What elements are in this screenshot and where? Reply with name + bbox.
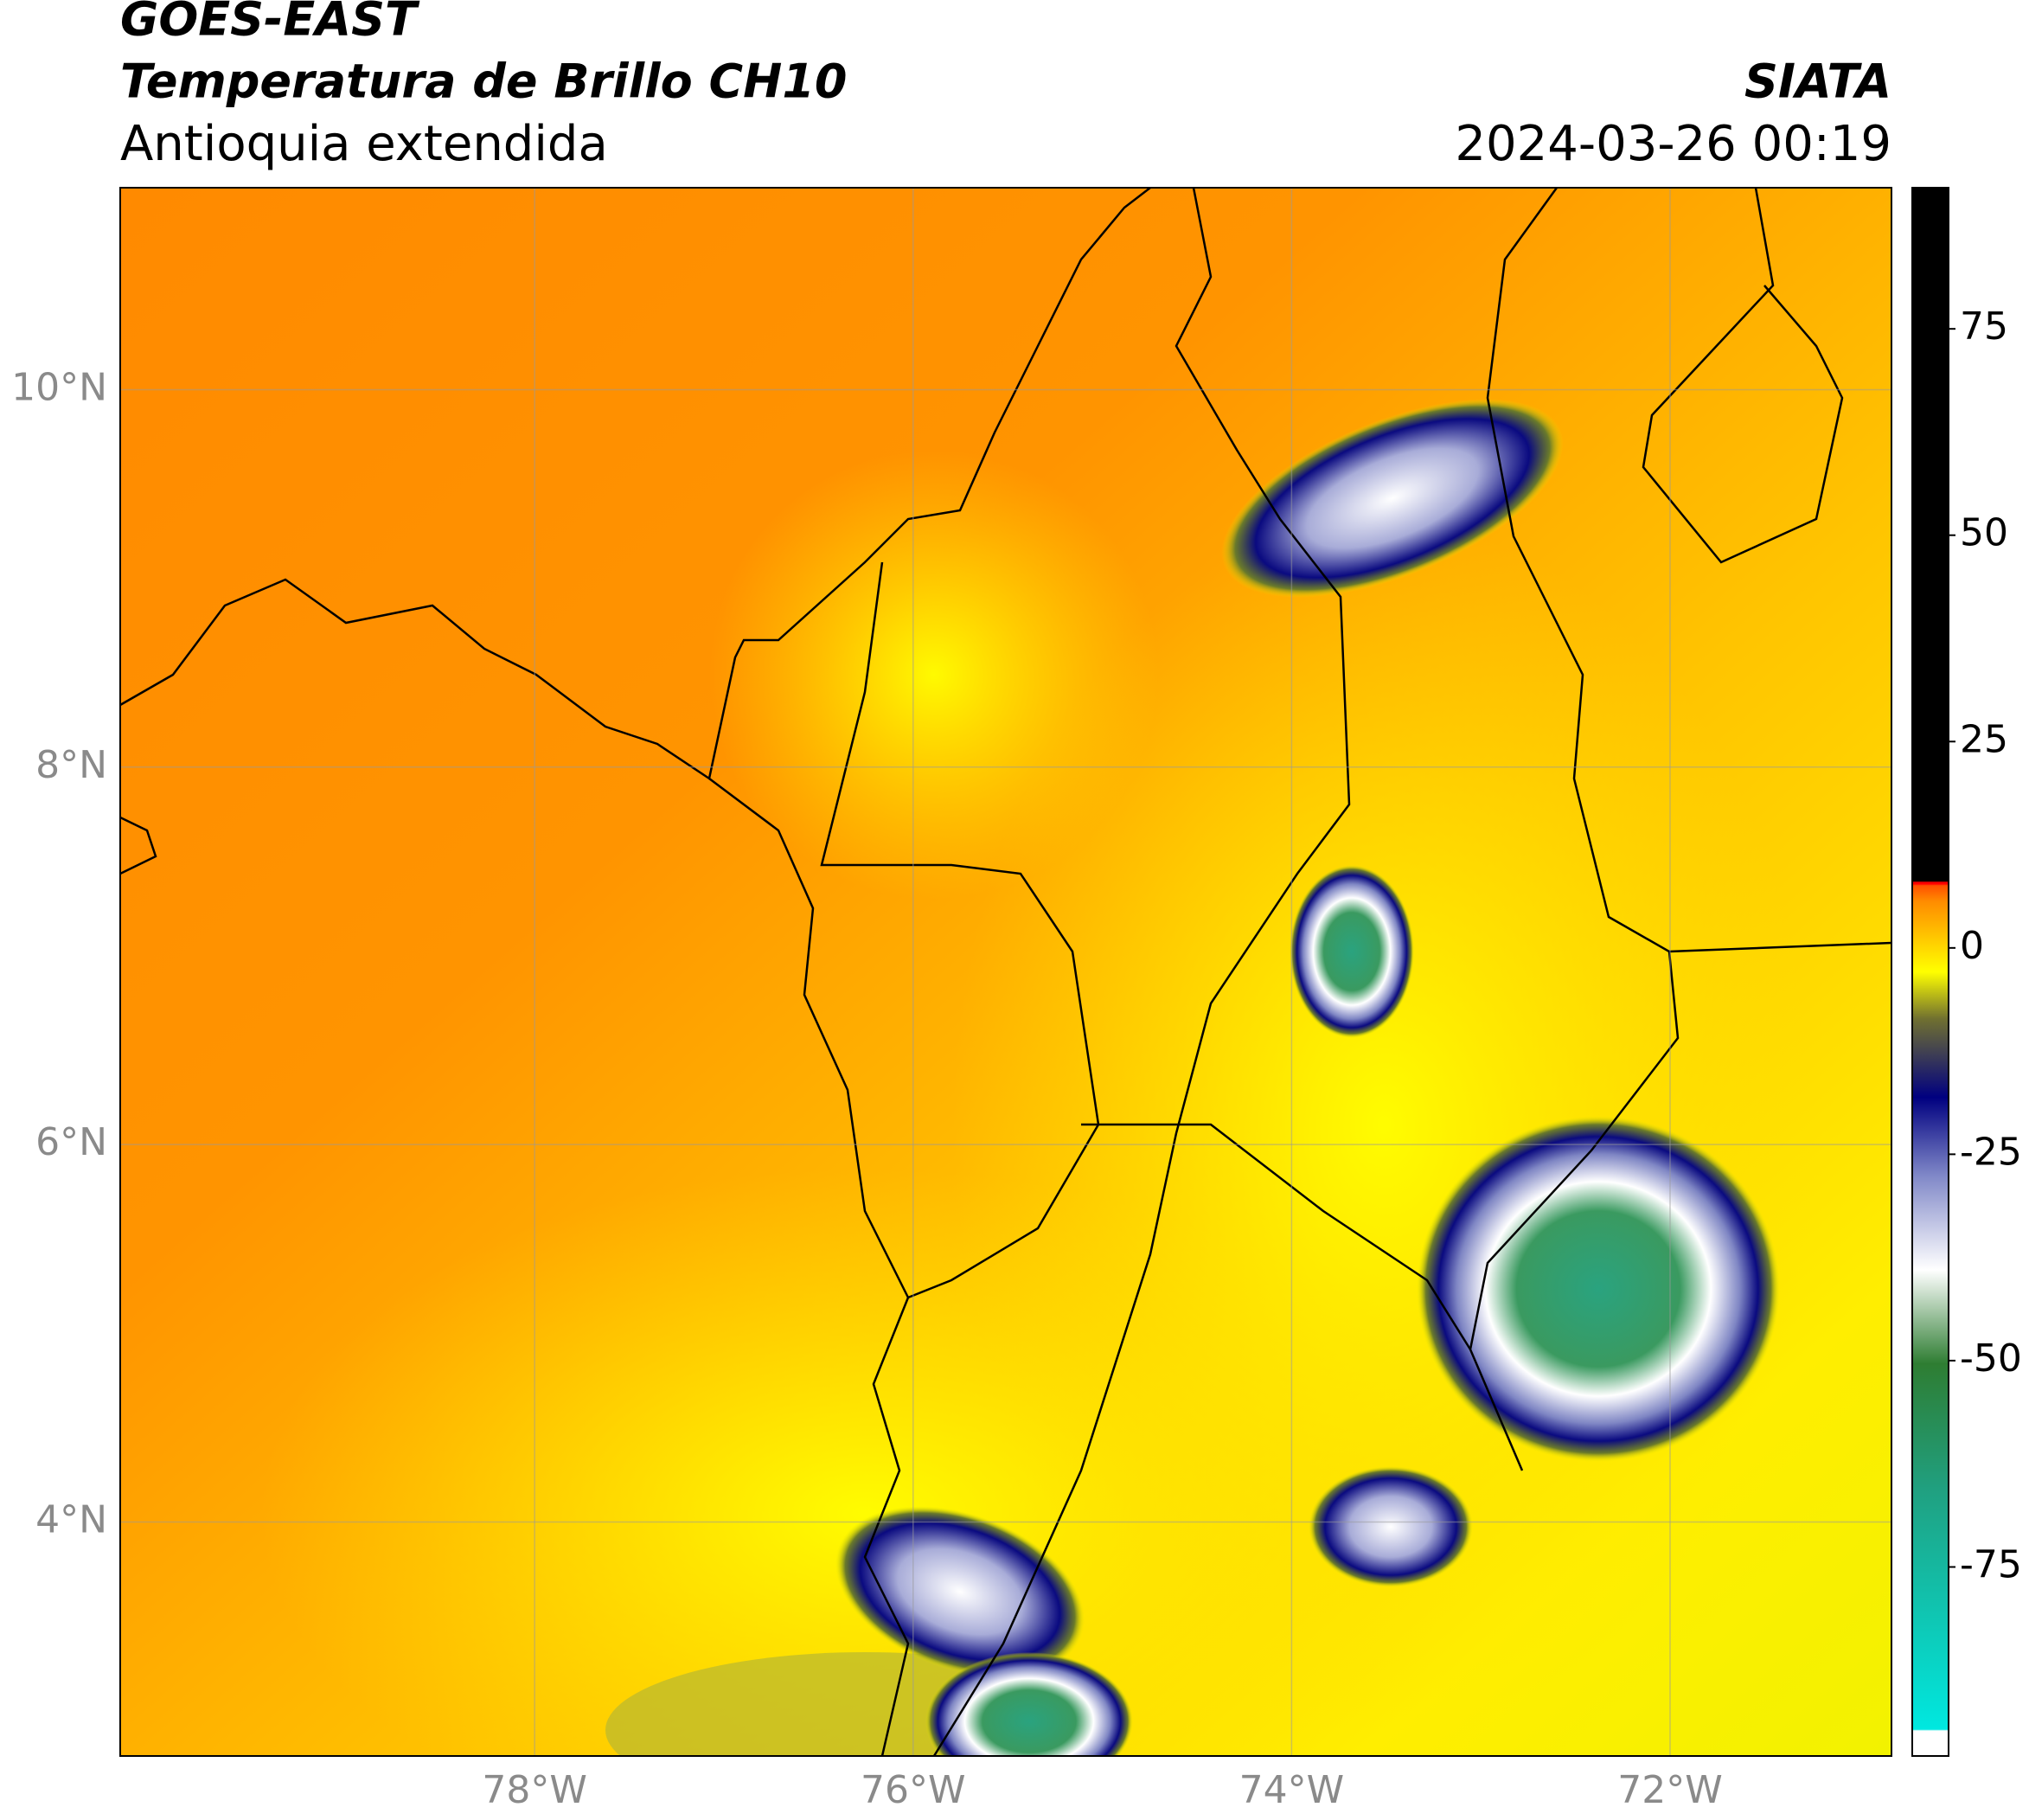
storm-cloud [1417,1116,1780,1462]
storm-cloud [925,1652,1133,1756]
map-frame [119,187,1892,1757]
border [932,188,1351,1756]
colorbar-tick-label: -75 [1960,1542,2022,1586]
coastline [1642,188,1844,564]
storm-cloud [835,1506,1085,1677]
y-tick-label: 10°N [11,365,107,409]
border [820,561,1100,1299]
title: GOES-EAST [120,0,420,47]
region: Antioquia extendida [120,116,608,172]
colorbar-tick-label: 0 [1960,924,1984,968]
border [1469,188,1680,1471]
y-tick-label: 6°N [35,1120,107,1164]
border [1081,1123,1472,1350]
datetime: 2024-03-26 00:19 [1455,116,1891,172]
x-tick-label: 78°W [482,1768,587,1812]
y-tick-label: 8°N [35,743,107,787]
storm-cloud [1309,1466,1473,1587]
storm-cloud [1221,399,1564,598]
x-tick-label: 76°W [861,1768,966,1812]
storm-cloud [1290,865,1414,1038]
colorbar-tick-label: -25 [1960,1130,2022,1174]
y-tick-label: 4°N [35,1497,107,1541]
agency: SIATA [1744,54,1891,109]
x-tick-label: 72°W [1617,1768,1723,1812]
colorbar-tick-label: 50 [1960,511,2008,555]
colorbar-tick-label: -50 [1960,1336,2022,1381]
x-tick-label: 74°W [1239,1768,1345,1812]
subtitle: Temperatura de Brillo CH10 [120,54,848,109]
map-image [120,188,1891,1756]
border [1668,941,1891,953]
coastline [120,816,157,875]
colorbar-tick-label: 25 [1960,717,2008,761]
colorbar [1911,187,1949,1757]
coastline [708,778,910,1756]
colorbar-tick-label: 75 [1960,304,2008,349]
grid [120,188,1891,1756]
